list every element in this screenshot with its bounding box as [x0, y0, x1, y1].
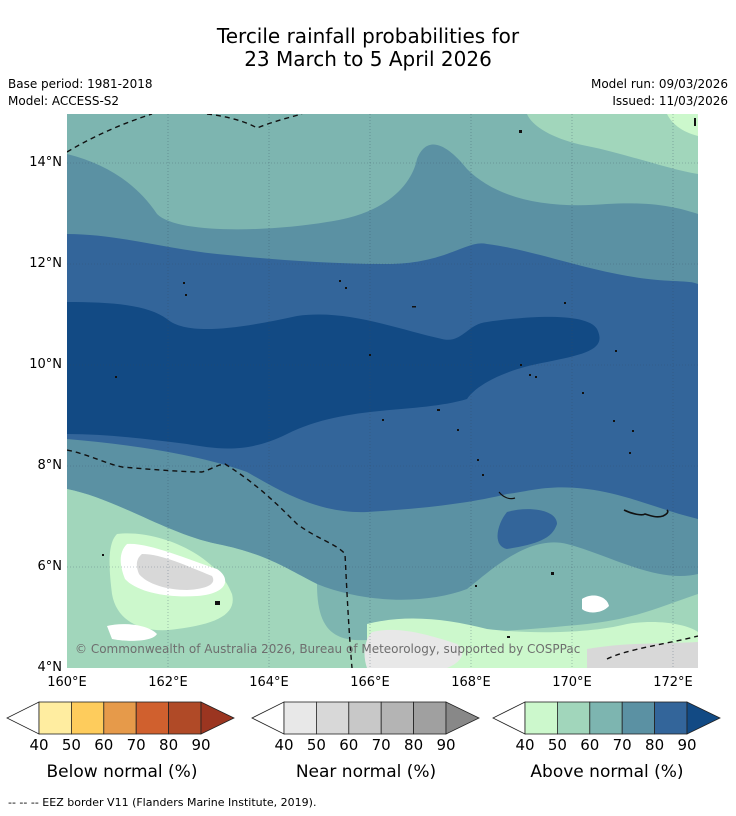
colorbar-above-tick-label: 60 [580, 736, 600, 754]
colorbar-above-normal [492, 701, 721, 735]
band-above-40-north [667, 114, 698, 136]
eez-footnote: -- -- -- EEZ border V11 (Flanders Marine… [8, 796, 317, 809]
colorbar-above-tick-label: 50 [547, 736, 567, 754]
colorbar-above-max-arrow [686, 701, 721, 735]
colorbar-below-segment [71, 701, 105, 735]
lon-label-170e: 170°E [552, 675, 592, 690]
lat-label-4n: 4°N [37, 660, 63, 675]
base-period: Base period: 1981-2018 [8, 77, 153, 91]
colorbar-near-tick-label: 70 [371, 736, 391, 754]
colorbar-near-tick-label: 80 [404, 736, 424, 754]
probability-map: © Commonwealth of Australia 2026, Bureau… [67, 114, 698, 668]
colorbar-near-normal [251, 701, 480, 735]
lon-label-162e: 162°E [148, 675, 188, 690]
band-above-90 [67, 302, 600, 449]
colorbar-below-max-arrow [200, 701, 235, 735]
colorbar-below-tick-label: 50 [61, 736, 81, 754]
colorbar-near-tick-label: 90 [436, 736, 456, 754]
map-title-line1: Tercile rainfall probabilities for [216, 24, 520, 48]
map-title-line2: 23 March to 5 April 2026 [244, 47, 492, 71]
colorbar-above-tick-label: 90 [677, 736, 697, 754]
lat-label-10n: 10°N [29, 357, 62, 372]
white-patch-east [582, 595, 609, 613]
colorbar-below-segment [103, 701, 137, 735]
colorbar-below-normal [6, 701, 235, 735]
island-chain-east [623, 509, 669, 518]
colorbar-above-segment [654, 701, 688, 735]
colorbar-above-tick-label: 70 [612, 736, 632, 754]
issued-date: Issued: 11/03/2026 [612, 94, 728, 108]
lat-label-12n: 12°N [29, 256, 62, 271]
colorbar-below-tick-label: 80 [159, 736, 179, 754]
colorbar-near-min-arrow [251, 701, 285, 735]
white-patch [107, 624, 157, 641]
lat-label-8n: 8°N [37, 458, 63, 473]
copyright-notice: © Commonwealth of Australia 2026, Bureau… [75, 642, 580, 656]
colorbar-below-tick-label: 90 [191, 736, 211, 754]
colorbar-near-segment [348, 701, 382, 735]
colorbar-above-min-arrow [492, 701, 526, 735]
colorbar-title-near: Near normal (%) [295, 762, 437, 782]
lat-label-14n: 14°N [29, 155, 62, 170]
colorbar-near-segment [283, 701, 317, 735]
colorbar-below-segment [135, 701, 169, 735]
colorbar-near-tick-label: 50 [306, 736, 326, 754]
colorbar-above-segment [589, 701, 623, 735]
graticule [67, 114, 698, 668]
lon-label-166e: 166°E [350, 675, 390, 690]
colorbar-below-tick-label: 60 [94, 736, 114, 754]
colorbar-below-min-arrow [6, 701, 40, 735]
colorbar-above-segment [524, 701, 558, 735]
near-normal-patch-south [364, 629, 463, 668]
near-normal-patch-southeast [587, 642, 698, 668]
islands [102, 118, 696, 638]
model-name: Model: ACCESS-S2 [8, 94, 120, 108]
island-chain-mid [498, 491, 516, 500]
colorbar-below-segment [38, 701, 72, 735]
near-normal-patch [136, 554, 214, 590]
colorbar-near-segment [316, 701, 350, 735]
band-above-80-patch [497, 509, 557, 549]
colorbar-above-segment [621, 701, 655, 735]
colorbar-title-above: Above normal (%) [530, 762, 684, 782]
lon-label-168e: 168°E [451, 675, 491, 690]
colorbar-above-tick-label: 80 [645, 736, 665, 754]
eez-borders [67, 114, 698, 668]
band-above-50-north [527, 114, 698, 174]
lon-label-160e: 160°E [47, 675, 87, 690]
model-run: Model run: 09/03/2026 [590, 77, 728, 91]
colorbar-near-segment [413, 701, 447, 735]
lon-label-164e: 164°E [249, 675, 289, 690]
lat-label-6n: 6°N [37, 559, 63, 574]
colorbar-below-tick-label: 40 [29, 736, 49, 754]
colorbar-above-segment [557, 701, 591, 735]
colorbar-title-below: Below normal (%) [46, 762, 198, 782]
band-above-50-south [67, 489, 698, 668]
colorbar-near-segment [380, 701, 414, 735]
lon-label-172e: 172°E [653, 675, 693, 690]
colorbar-near-tick-label: 60 [339, 736, 359, 754]
colorbar-below-tick-label: 70 [126, 736, 146, 754]
colorbar-below-segment [168, 701, 202, 735]
colorbar-near-tick-label: 40 [274, 736, 294, 754]
colorbar-above-tick-label: 40 [515, 736, 535, 754]
colorbar-near-max-arrow [445, 701, 480, 735]
